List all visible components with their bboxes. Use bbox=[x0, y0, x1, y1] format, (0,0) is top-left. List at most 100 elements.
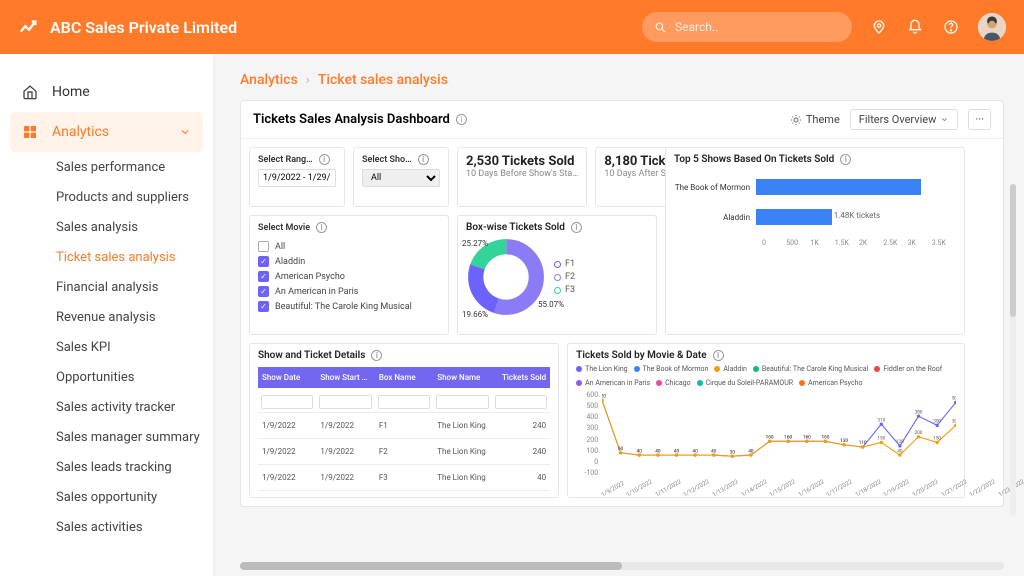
more-button[interactable]: ··· bbox=[968, 109, 991, 130]
sidebar-home-label: Home bbox=[52, 84, 90, 100]
legend-item[interactable]: F2 bbox=[554, 272, 575, 283]
legend-item[interactable]: Aladdin bbox=[714, 365, 747, 373]
movie-checkbox[interactable]: Beautiful: The Carole King Musical bbox=[258, 299, 440, 314]
search-input[interactable]: Search.. bbox=[642, 12, 852, 42]
search-placeholder: Search.. bbox=[675, 20, 718, 34]
movie-filter: Select Moviei AllAladdinAmerican PsychoA… bbox=[249, 215, 449, 335]
table-header[interactable]: Box Name bbox=[375, 367, 433, 388]
legend-item[interactable]: Beautiful: The Carole King Musical bbox=[753, 365, 868, 373]
legend-item[interactable]: F1 bbox=[554, 259, 575, 270]
sidebar-sub-item[interactable]: Products and suppliers bbox=[56, 182, 213, 212]
scrollbar-horizontal[interactable] bbox=[240, 562, 1004, 570]
bell-icon[interactable] bbox=[906, 18, 924, 36]
svg-text:520: 520 bbox=[602, 393, 606, 399]
legend-item[interactable]: Chicago bbox=[656, 379, 691, 387]
info-icon[interactable]: i bbox=[418, 154, 429, 165]
svg-text:300: 300 bbox=[952, 419, 956, 425]
table-row[interactable]: 1/9/20221/9/2022F1The Lion King240 bbox=[258, 413, 550, 439]
hbar[interactable]: Aladdin1.48K tickets bbox=[674, 209, 956, 225]
location-icon[interactable] bbox=[870, 18, 888, 36]
range-input[interactable] bbox=[258, 169, 336, 187]
sidebar-sub-item[interactable]: Ticket sales analysis bbox=[56, 242, 213, 272]
svg-text:160: 160 bbox=[822, 435, 830, 441]
movie-checkbox[interactable]: All bbox=[258, 239, 440, 254]
column-filter[interactable] bbox=[495, 395, 547, 409]
svg-text:130: 130 bbox=[840, 438, 848, 444]
info-icon[interactable]: i bbox=[713, 350, 724, 361]
legend-item[interactable]: F3 bbox=[554, 285, 575, 296]
svg-text:40: 40 bbox=[749, 448, 755, 454]
sidebar-sub-item[interactable]: Revenue analysis bbox=[56, 302, 213, 332]
show-select[interactable]: All bbox=[362, 169, 440, 187]
legend-item[interactable]: American Psycho bbox=[799, 379, 862, 387]
dashboard-header: Tickets Sales Analysis Dashboard i Theme… bbox=[241, 101, 1003, 139]
info-icon[interactable]: i bbox=[456, 114, 467, 125]
sidebar-sub-item[interactable]: Sales analysis bbox=[56, 212, 213, 242]
breadcrumb-current: Ticket sales analysis bbox=[318, 72, 448, 88]
svg-text:200: 200 bbox=[915, 430, 923, 436]
scrollbar-vertical[interactable] bbox=[1010, 184, 1016, 516]
sidebar-analytics-label: Analytics bbox=[52, 124, 109, 140]
sidebar-sub-item[interactable]: Opportunities bbox=[56, 362, 213, 392]
table-header[interactable]: Show Name bbox=[433, 367, 491, 388]
content: Analytics › Ticket sales analysis Ticket… bbox=[214, 54, 1024, 576]
column-filter[interactable] bbox=[319, 395, 371, 409]
sidebar-sub-item[interactable]: Sales performance bbox=[56, 152, 213, 182]
movie-checkbox[interactable]: American Psycho bbox=[258, 269, 440, 284]
brand-title: ABC Sales Private Limited bbox=[50, 18, 237, 37]
sidebar-sub-item[interactable]: Sales KPI bbox=[56, 332, 213, 362]
kpi-before: 2,530 Tickets Sold 10 Days Before Show's… bbox=[457, 147, 587, 207]
table-card: Show and Ticket Detailsi Show DateShow S… bbox=[249, 343, 559, 498]
column-filter[interactable] bbox=[436, 395, 488, 409]
hbar[interactable]: The Book of Mormon bbox=[674, 179, 956, 195]
svg-text:40: 40 bbox=[693, 448, 699, 454]
movie-checkbox[interactable]: Aladdin bbox=[258, 254, 440, 269]
legend-item[interactable]: The Lion King bbox=[576, 365, 627, 373]
info-icon[interactable]: i bbox=[371, 350, 382, 361]
sidebar-sub-item[interactable]: Sales activity tracker bbox=[56, 392, 213, 422]
sidebar-sub-item[interactable]: Sales leads tracking bbox=[56, 452, 213, 482]
column-filter[interactable] bbox=[261, 395, 313, 409]
svg-text:40: 40 bbox=[655, 448, 661, 454]
line-chart: Tickets Sold by Movie & Datei The Lion K… bbox=[567, 343, 965, 498]
range-filter: Select Rang…i bbox=[249, 147, 345, 207]
svg-text:40: 40 bbox=[637, 448, 643, 454]
svg-text:310: 310 bbox=[878, 417, 886, 423]
dashboard: Tickets Sales Analysis Dashboard i Theme… bbox=[240, 100, 1004, 507]
help-icon[interactable] bbox=[942, 18, 960, 36]
info-icon[interactable]: i bbox=[840, 154, 851, 165]
table-header[interactable]: Tickets Sold bbox=[492, 367, 550, 388]
details-table: Show DateShow Start D…Box NameShow NameT… bbox=[258, 367, 550, 491]
sidebar-item-home[interactable]: Home bbox=[0, 72, 213, 112]
legend-item[interactable]: The Book of Mormon bbox=[634, 365, 709, 373]
info-icon[interactable]: i bbox=[319, 154, 330, 165]
sidebar-sub-item[interactable]: Sales activities bbox=[56, 512, 213, 542]
info-icon[interactable]: i bbox=[571, 222, 582, 233]
sidebar-item-analytics[interactable]: Analytics bbox=[10, 112, 203, 152]
theme-button[interactable]: Theme bbox=[790, 113, 840, 126]
column-filter[interactable] bbox=[378, 395, 430, 409]
show-filter: Select Sho…i All bbox=[353, 147, 449, 207]
sidebar-sub-item[interactable]: Sales opportunity bbox=[56, 482, 213, 512]
sidebar: Home Analytics Sales performanceProducts… bbox=[0, 54, 214, 576]
donut-chart: Box-wise Tickets Soldi 25.27% 55.07% 19.… bbox=[457, 215, 657, 335]
movie-checkbox[interactable]: An American in Paris bbox=[258, 284, 440, 299]
table-header[interactable]: Show Date bbox=[258, 367, 316, 388]
filters-overview-button[interactable]: Filters Overview bbox=[850, 109, 959, 130]
breadcrumb-root[interactable]: Analytics bbox=[240, 72, 298, 88]
info-icon[interactable]: i bbox=[316, 222, 327, 233]
table-header[interactable]: Show Start D… bbox=[316, 367, 374, 388]
table-row[interactable]: 1/9/20221/9/2022F2The Lion King240 bbox=[258, 439, 550, 465]
sidebar-sub-item[interactable]: Financial analysis bbox=[56, 272, 213, 302]
legend-item[interactable]: Fiddler on the Roof bbox=[874, 365, 942, 373]
svg-text:30: 30 bbox=[730, 449, 736, 455]
sidebar-sub-item[interactable]: Sales manager summary bbox=[56, 422, 213, 452]
legend-item[interactable]: An American in Paris bbox=[576, 379, 650, 387]
svg-text:380: 380 bbox=[915, 409, 923, 415]
breadcrumb: Analytics › Ticket sales analysis bbox=[240, 72, 1004, 88]
table-row[interactable]: 1/9/20221/9/2022F3The Lion King40 bbox=[258, 465, 550, 491]
legend-item[interactable]: Cirque du Soleil-PARAMOUR bbox=[697, 379, 793, 387]
svg-text:500: 500 bbox=[952, 396, 956, 402]
svg-text:40: 40 bbox=[897, 448, 903, 454]
avatar[interactable] bbox=[978, 13, 1006, 41]
